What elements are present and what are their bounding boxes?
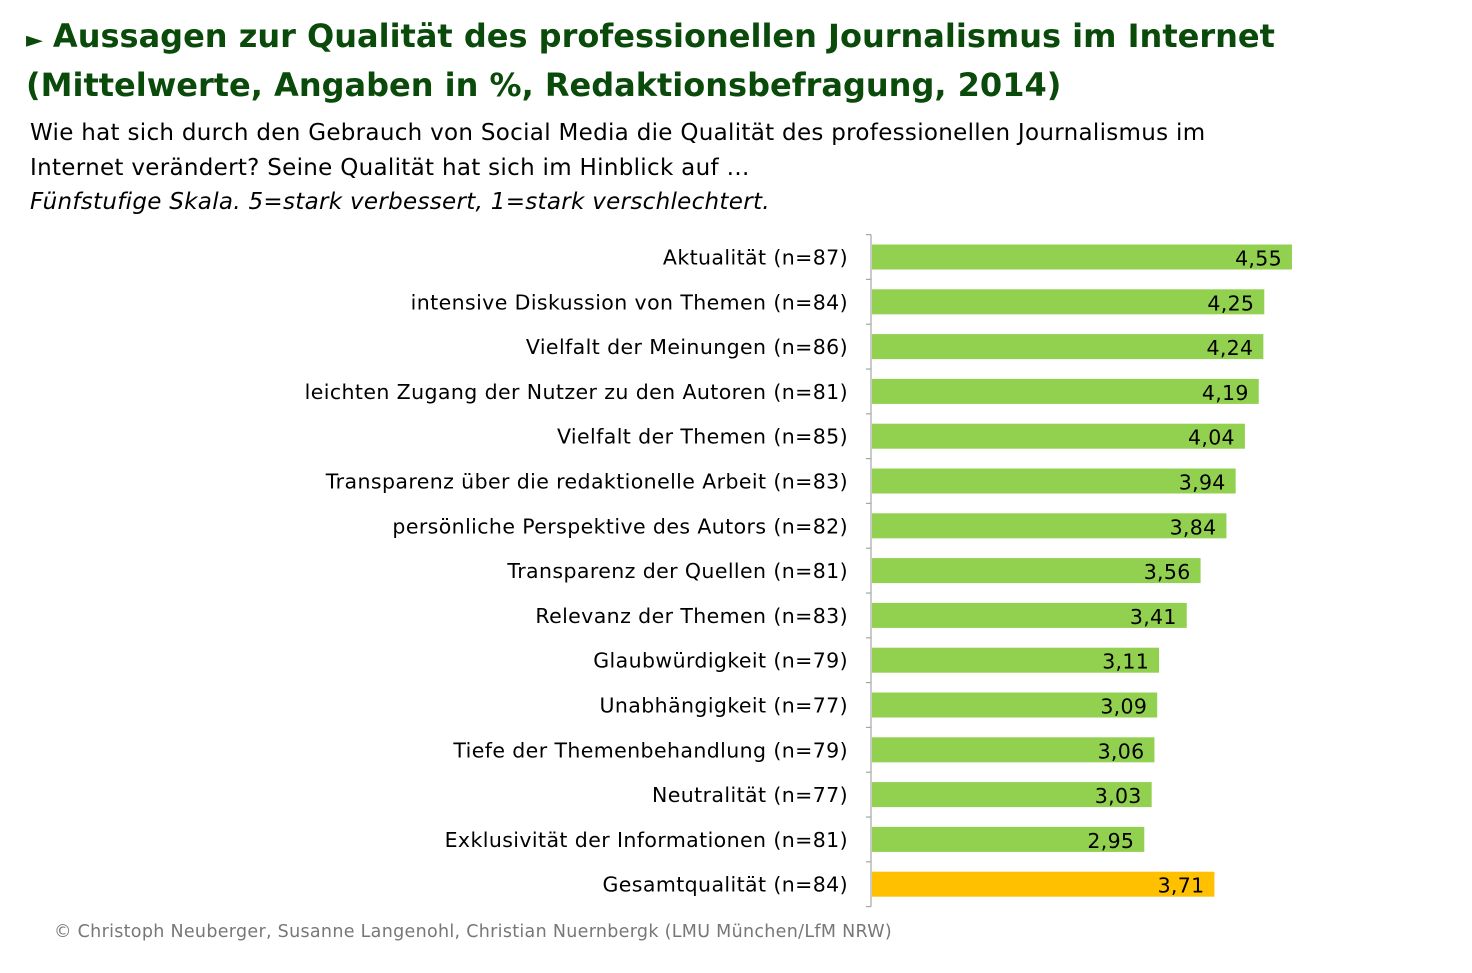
value-label: 3,94 <box>1179 471 1226 495</box>
category-label: Tiefe der Themenbehandlung (n=79) <box>452 738 848 762</box>
category-label: Exklusivität der Informationen (n=81) <box>445 828 848 852</box>
value-label: 3,03 <box>1095 784 1142 808</box>
value-label: 3,56 <box>1144 560 1191 584</box>
bar <box>872 826 1145 852</box>
bar <box>872 468 1236 494</box>
category-label: Unabhängigkeit (n=77) <box>600 694 849 718</box>
category-label: leichten Zugang der Nutzer zu den Autore… <box>305 380 848 404</box>
category-label: Neutralität (n=77) <box>652 783 848 807</box>
bar <box>872 513 1227 539</box>
bar <box>872 244 1292 270</box>
bar <box>872 737 1155 763</box>
value-label: 2,95 <box>1087 829 1134 853</box>
question-text: Wie hat sich durch den Gebrauch von Soci… <box>30 116 1450 186</box>
bar <box>872 423 1245 449</box>
category-label: Transparenz der Quellen (n=81) <box>506 559 848 583</box>
value-label: 3,71 <box>1158 874 1205 898</box>
value-label: 3,09 <box>1100 695 1147 719</box>
question-line-1: Wie hat sich durch den Gebrauch von Soci… <box>30 120 1206 146</box>
bar <box>872 334 1264 360</box>
bar <box>872 782 1152 808</box>
question-line-2: Internet verändert? Seine Qualität hat s… <box>30 155 750 181</box>
scale-note: Fünfstufige Skala. 5=stark verbessert, 1… <box>30 189 770 215</box>
value-label: 4,25 <box>1207 291 1254 315</box>
bar <box>872 692 1158 718</box>
copyright-footer: © Christoph Neuberger, Susanne Langenohl… <box>54 922 892 942</box>
value-label: 4,04 <box>1188 426 1235 450</box>
category-label: persönliche Perspektive des Autors (n=82… <box>392 514 848 538</box>
title-line-1: ► Aussagen zur Qualität des professionell… <box>26 14 1446 63</box>
value-label: 4,24 <box>1206 336 1253 360</box>
bar <box>872 378 1259 404</box>
bar <box>872 289 1265 315</box>
title-text-1: Aussagen zur Qualität des professionelle… <box>52 17 1275 55</box>
category-label: Aktualität (n=87) <box>663 246 848 270</box>
chart-title: ► Aussagen zur Qualität des professionell… <box>26 14 1446 107</box>
bar <box>872 871 1215 897</box>
title-line-2: (Mittelwerte, Angaben in %, Redaktionsbe… <box>26 66 1062 104</box>
category-label: Glaubwürdigkeit (n=79) <box>593 649 848 673</box>
value-label: 4,19 <box>1202 381 1249 405</box>
category-label: Vielfalt der Themen (n=85) <box>557 425 848 449</box>
category-label: Relevanz der Themen (n=83) <box>535 604 848 628</box>
value-label: 3,06 <box>1098 739 1145 763</box>
value-label: 3,11 <box>1102 650 1149 674</box>
bar <box>872 558 1201 584</box>
bar <box>872 602 1187 628</box>
bar <box>872 647 1160 673</box>
category-label: Vielfalt der Meinungen (n=86) <box>526 335 848 359</box>
category-label: intensive Diskussion von Themen (n=84) <box>411 290 848 314</box>
triangle-right-icon: ► <box>26 28 43 53</box>
value-label: 3,84 <box>1170 515 1217 539</box>
value-label: 3,41 <box>1130 605 1177 629</box>
category-label: Gesamtqualität (n=84) <box>602 873 848 897</box>
value-label: 4,55 <box>1235 247 1282 271</box>
category-label: Transparenz über die redaktionelle Arbei… <box>325 470 848 494</box>
